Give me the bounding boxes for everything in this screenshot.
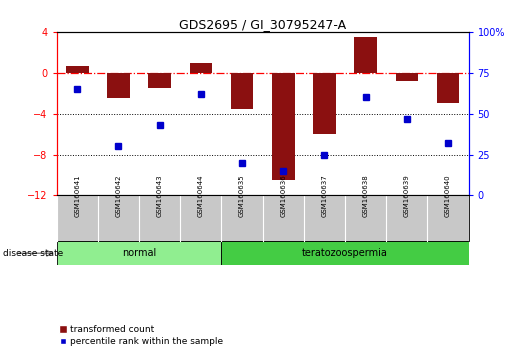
Bar bbox=[313, 73, 336, 134]
Bar bbox=[221, 241, 469, 266]
Text: teratozoospermia: teratozoospermia bbox=[302, 248, 388, 258]
Bar bbox=[148, 73, 171, 88]
Text: GSM160644: GSM160644 bbox=[198, 174, 204, 217]
Text: GSM160638: GSM160638 bbox=[363, 174, 369, 217]
Title: GDS2695 / GI_30795247-A: GDS2695 / GI_30795247-A bbox=[179, 18, 346, 31]
Text: disease state: disease state bbox=[3, 249, 63, 258]
Bar bbox=[272, 73, 295, 180]
Text: GSM160636: GSM160636 bbox=[280, 174, 286, 217]
Text: normal: normal bbox=[122, 248, 156, 258]
Text: GSM160637: GSM160637 bbox=[321, 174, 328, 217]
Bar bbox=[354, 37, 377, 73]
Bar bbox=[231, 73, 253, 109]
Bar bbox=[437, 73, 459, 103]
Text: GSM160639: GSM160639 bbox=[404, 174, 410, 217]
Text: GSM160641: GSM160641 bbox=[74, 174, 80, 217]
Bar bbox=[190, 63, 212, 73]
Text: GSM160642: GSM160642 bbox=[115, 174, 122, 217]
Bar bbox=[396, 73, 418, 81]
Text: GSM160643: GSM160643 bbox=[157, 174, 163, 217]
Bar bbox=[57, 241, 221, 266]
Bar bbox=[107, 73, 130, 98]
Text: GSM160640: GSM160640 bbox=[445, 174, 451, 217]
Bar bbox=[57, 195, 469, 241]
Bar bbox=[66, 65, 89, 73]
Text: GSM160635: GSM160635 bbox=[239, 174, 245, 217]
Legend: transformed count, percentile rank within the sample: transformed count, percentile rank withi… bbox=[56, 321, 227, 349]
